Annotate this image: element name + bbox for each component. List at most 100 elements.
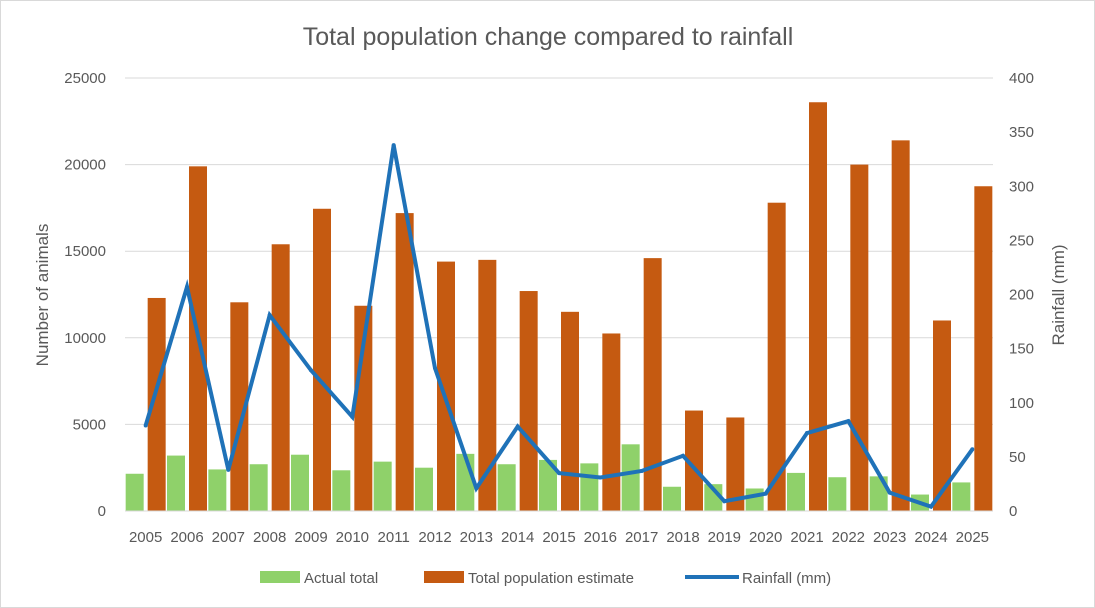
bar-population-estimate [726, 417, 745, 511]
bar-population-estimate [974, 186, 993, 511]
y-tick-label: 25000 [64, 70, 106, 87]
bar-actual-total [787, 472, 805, 511]
y2-tick-label: 50 [1009, 449, 1026, 466]
rainfall-point [763, 491, 768, 496]
y2-tick-label: 200 [1009, 287, 1034, 304]
x-tick-label: 2021 [790, 529, 823, 546]
rainfall-point [226, 467, 231, 472]
legend-label: Actual total [304, 570, 378, 587]
y2-tick-label: 0 [1009, 503, 1017, 520]
y-tick-label: 10000 [64, 330, 106, 347]
y-axis-title: Number of animals [33, 224, 52, 367]
x-tick-label: 2023 [873, 529, 906, 546]
bar-actual-total [373, 461, 392, 511]
bar-actual-total [167, 455, 185, 511]
x-tick-label: 2008 [253, 529, 286, 546]
bar-actual-total [745, 488, 764, 511]
y2-axis-title: Rainfall (mm) [1049, 244, 1068, 345]
legend-label: Rainfall (mm) [742, 570, 831, 587]
y2-tick-label: 100 [1009, 395, 1034, 412]
bar-actual-total [291, 454, 309, 511]
bar-actual-total [828, 477, 847, 511]
y2-tick-label: 150 [1009, 341, 1034, 358]
bar-population-estimate [809, 102, 827, 512]
x-tick-label: 2016 [584, 529, 617, 546]
x-tick-label: 2009 [294, 529, 327, 546]
bar-actual-total [621, 444, 640, 511]
bar-population-estimate [519, 291, 538, 511]
x-tick-label: 2012 [418, 529, 451, 546]
bar-population-estimate [478, 259, 497, 511]
line-rainfall [143, 144, 974, 510]
bar-population-estimate [395, 213, 414, 511]
y2-tick-label: 400 [1009, 70, 1034, 87]
bar-population-estimate [437, 261, 455, 511]
y-tick-label: 20000 [64, 157, 106, 174]
axes: 0 5000 10000 15000 20000 25000 0 50 100 150 200 250… [64, 70, 1034, 546]
bar-population-estimate [643, 258, 662, 511]
rainfall-point [639, 468, 644, 473]
bar-population-estimate [354, 305, 373, 511]
y-tick-label: 0 [98, 503, 106, 520]
bar-actual-total [415, 467, 433, 511]
x-tick-label: 2006 [170, 529, 203, 546]
legend-label: Total population estimate [468, 570, 634, 587]
line-series [143, 143, 975, 510]
x-tick-label: 2011 [378, 529, 410, 546]
rainfall-point [350, 414, 355, 419]
legend: Actual total Total population estimate Rai… [260, 570, 831, 587]
x-tick-label: 2005 [129, 529, 162, 546]
rainfall-point [846, 419, 851, 424]
bar-population-estimate [891, 140, 910, 512]
rainfall-point [557, 471, 561, 476]
rainfall-point [722, 499, 727, 504]
rainfall-point [267, 313, 272, 318]
x-tick-label: 2007 [212, 529, 245, 546]
y2-tick-label: 350 [1009, 124, 1034, 141]
bar-actual-total [539, 459, 557, 511]
rainfall-point [309, 368, 313, 373]
x-tick-label: 2024 [914, 529, 947, 546]
y-tick-label: 5000 [73, 416, 106, 433]
rainfall-point [970, 447, 975, 452]
bar-population-estimate [147, 297, 166, 511]
x-tick-label: 2022 [832, 529, 865, 546]
bar-population-estimate [271, 244, 290, 511]
rainfall-point [143, 423, 148, 428]
bar-population-estimate [933, 320, 951, 511]
rainfall-point [185, 284, 189, 289]
x-tick-label: 2013 [460, 529, 493, 546]
bar-population-estimate [602, 333, 621, 511]
bar-actual-total [249, 464, 268, 511]
bar-population-estimate [313, 208, 331, 512]
x-tick-label: 2020 [749, 529, 782, 546]
bar-population-estimate [767, 202, 786, 512]
bar-actual-total [663, 486, 681, 511]
legend-swatch [260, 571, 300, 583]
legend-swatch [424, 571, 464, 583]
bar-actual-total [704, 484, 723, 511]
bar-actual-total [125, 473, 144, 511]
rainfall-point [391, 143, 396, 148]
x-tick-label: 2018 [666, 529, 699, 546]
chart-title: Total population change compared to rain… [303, 23, 794, 51]
rainfall-point [681, 453, 685, 458]
x-tick-label: 2017 [625, 529, 658, 546]
bar-population-estimate [685, 410, 703, 511]
bar-population-estimate [850, 164, 869, 511]
y-tick-label: 15000 [64, 243, 106, 260]
rainfall-point [433, 366, 437, 371]
bar-actual-total [332, 470, 351, 511]
y2-tick-label: 250 [1009, 232, 1034, 249]
bar-actual-total [952, 482, 971, 511]
rainfall-point [474, 486, 479, 491]
rainfall-point [929, 504, 933, 509]
x-tick-label: 2019 [708, 529, 741, 546]
rainfall-point [805, 431, 809, 436]
rainfall-point [598, 475, 603, 480]
bar-series [125, 102, 993, 512]
y2-tick-label: 300 [1009, 178, 1034, 195]
rainfall-point [515, 424, 520, 429]
